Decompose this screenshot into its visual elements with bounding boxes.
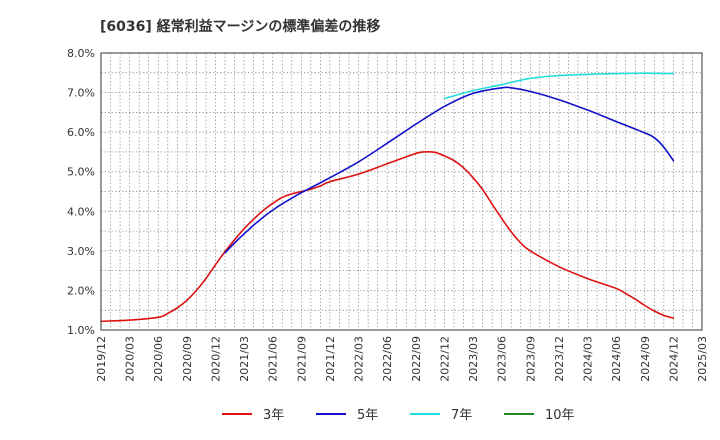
plot-background (101, 53, 702, 330)
legend-label: 5年 (357, 408, 378, 423)
x-tick-label: 2024/06 (610, 336, 623, 382)
x-tick-label: 2019/12 (95, 336, 108, 382)
x-tick-label: 2024/03 (582, 336, 595, 382)
y-tick-label: 8.0% (67, 47, 95, 60)
chart-title: [6036] 経常利益マージンの標準偏差の推移 (100, 18, 380, 35)
x-tick-label: 2020/06 (152, 336, 165, 382)
x-tick-label: 2023/12 (553, 336, 566, 382)
y-tick-label: 5.0% (67, 166, 95, 179)
x-tick-label: 2020/09 (181, 336, 194, 382)
y-tick-label: 3.0% (67, 245, 95, 258)
x-tick-label: 2022/06 (381, 336, 394, 382)
series-lines (100, 72, 675, 323)
axes: 1.0% 2.0% 3.0% 4.0% 5.0% 6.0% 7.0% 8.0% 2019/12 2… (67, 47, 709, 382)
series-line-5年 (224, 86, 675, 254)
x-tick-label: 2023/03 (467, 336, 480, 382)
x-tick-label: 2021/09 (295, 336, 308, 382)
x-tick-label: 2021/03 (238, 336, 251, 382)
legend-label: 7年 (451, 408, 472, 423)
x-tick-label: 2020/12 (209, 336, 222, 382)
x-tick-label: 2022/03 (353, 336, 366, 382)
y-tick-label: 6.0% (67, 126, 95, 139)
x-tick-label: 2021/06 (267, 336, 280, 382)
y-tick-label: 4.0% (67, 205, 95, 218)
x-tick-label: 2025/03 (696, 336, 709, 382)
x-tick-label: 2022/09 (410, 336, 423, 382)
plot-border (100, 52, 703, 331)
y-tick-label: 1.0% (67, 324, 95, 337)
y-tick-label: 7.0% (67, 87, 95, 100)
legend-label: 10年 (545, 408, 575, 423)
x-tick-label: 2021/12 (324, 336, 337, 382)
plot-area (101, 53, 702, 330)
x-tick-label: 2023/06 (496, 336, 509, 382)
x-tick-label: 2023/09 (524, 336, 537, 382)
legend: 3年 5年 7年 10年 (222, 408, 575, 423)
x-tick-label: 2024/09 (639, 336, 652, 382)
series-line-7年 (443, 72, 675, 100)
series-line-3年 (100, 150, 675, 323)
x-tick-label: 2020/03 (124, 336, 137, 382)
legend-label: 3年 (263, 408, 284, 423)
x-tick-label: 2024/12 (667, 336, 680, 382)
y-tick-label: 2.0% (67, 284, 95, 297)
x-tick-label: 2022/12 (438, 336, 451, 382)
